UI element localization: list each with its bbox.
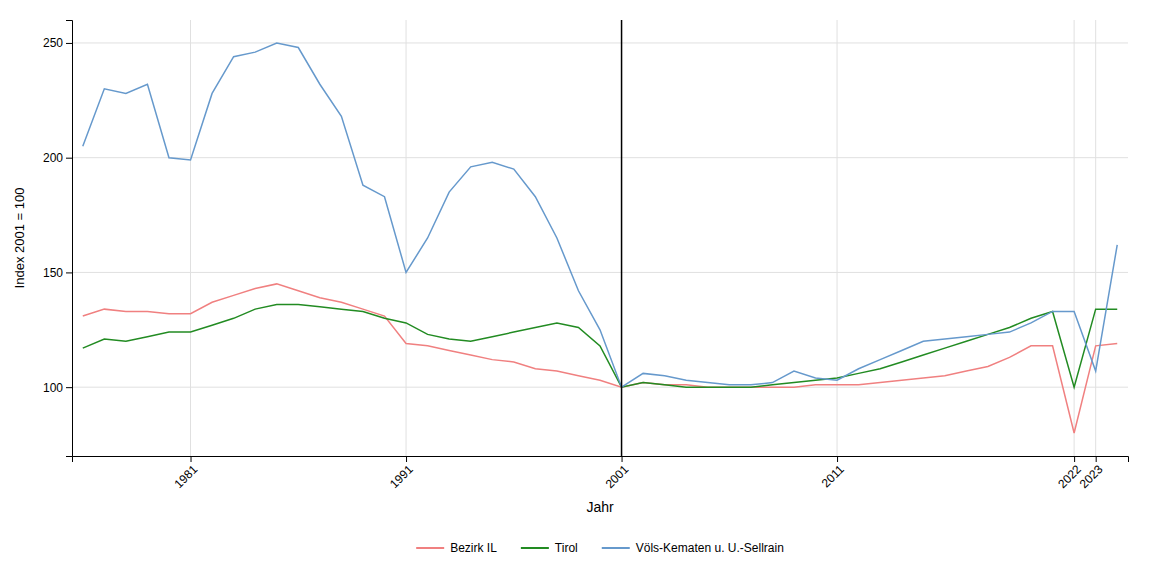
legend-swatch <box>521 547 549 549</box>
tick-label: 250 <box>43 36 63 50</box>
tick: 100 <box>43 380 72 394</box>
chart: 1981 1991 2001 2011 20222023 100 150 200 250 Jahr… <box>0 0 1152 576</box>
tick-mark <box>622 456 623 462</box>
grid-line <box>72 387 1128 388</box>
y-axis-title: Index 2001 = 100 <box>12 188 27 289</box>
legend: Bezirk IL Tirol Völs-Kematen u. U.-Sellrai… <box>416 541 784 555</box>
plot: 1981 1991 2001 2011 20222023 100 150 200 250 Jahr… <box>12 20 1129 515</box>
legend-label: Bezirk IL <box>450 541 497 555</box>
axis-line <box>66 21 73 457</box>
tick-mark <box>191 456 192 462</box>
series-line <box>83 43 1117 387</box>
grid-line <box>72 272 1128 273</box>
legend-item: Tirol <box>521 541 578 555</box>
series-line <box>83 284 1117 433</box>
legend-swatch <box>602 547 630 549</box>
tick: 2022 <box>1055 456 1084 491</box>
grid-line <box>72 157 1128 158</box>
tick-label: 150 <box>43 266 63 280</box>
tick-label: 100 <box>43 380 63 394</box>
tick-mark <box>1074 456 1075 462</box>
tick: 200 <box>43 151 72 165</box>
tick-label: 2001 <box>603 462 632 491</box>
tick-mark <box>66 43 72 44</box>
grid-line <box>1095 20 1096 456</box>
legend-item: Bezirk IL <box>416 541 497 555</box>
y-axis: 100 150 200 250 <box>43 21 73 457</box>
tick-label: 2011 <box>819 462 847 490</box>
grid-line <box>72 42 1128 43</box>
marks <box>83 20 1117 456</box>
tick: 1991 <box>387 456 416 491</box>
tick: 2011 <box>819 456 847 490</box>
grid <box>72 20 1128 456</box>
grid-line <box>1074 20 1075 456</box>
tick: 2023 <box>1077 456 1106 491</box>
tick-mark <box>837 456 838 462</box>
grid-line <box>406 20 407 456</box>
tick-mark <box>66 272 72 273</box>
legend-label: Tirol <box>555 541 578 555</box>
tick-mark <box>66 387 72 388</box>
tick: 250 <box>43 36 72 50</box>
legend-swatch <box>416 547 444 549</box>
legend-item: Völs-Kematen u. U.-Sellrain <box>602 541 784 555</box>
reference-line <box>621 20 623 456</box>
tick-label: 2023 <box>1077 462 1106 491</box>
tick-label: 200 <box>43 151 63 165</box>
tick-label: 2022 <box>1055 462 1084 491</box>
tick-label: 1981 <box>172 462 201 491</box>
tick: 150 <box>43 266 72 280</box>
tick: 1981 <box>172 456 201 491</box>
grid-line <box>837 20 838 456</box>
x-axis-title: Jahr <box>586 499 614 515</box>
tick-mark <box>1096 456 1097 462</box>
axis-line <box>73 457 1129 463</box>
tick: 2001 <box>603 456 632 491</box>
series-line <box>83 305 1117 388</box>
grid-line <box>621 20 622 456</box>
grid-line <box>190 20 191 456</box>
legend-label: Völs-Kematen u. U.-Sellrain <box>636 541 784 555</box>
tick-mark <box>66 158 72 159</box>
tick-mark <box>406 456 407 462</box>
tick-label: 1991 <box>387 462 416 491</box>
x-axis: 1981 1991 2001 2011 20222023 <box>73 456 1129 491</box>
